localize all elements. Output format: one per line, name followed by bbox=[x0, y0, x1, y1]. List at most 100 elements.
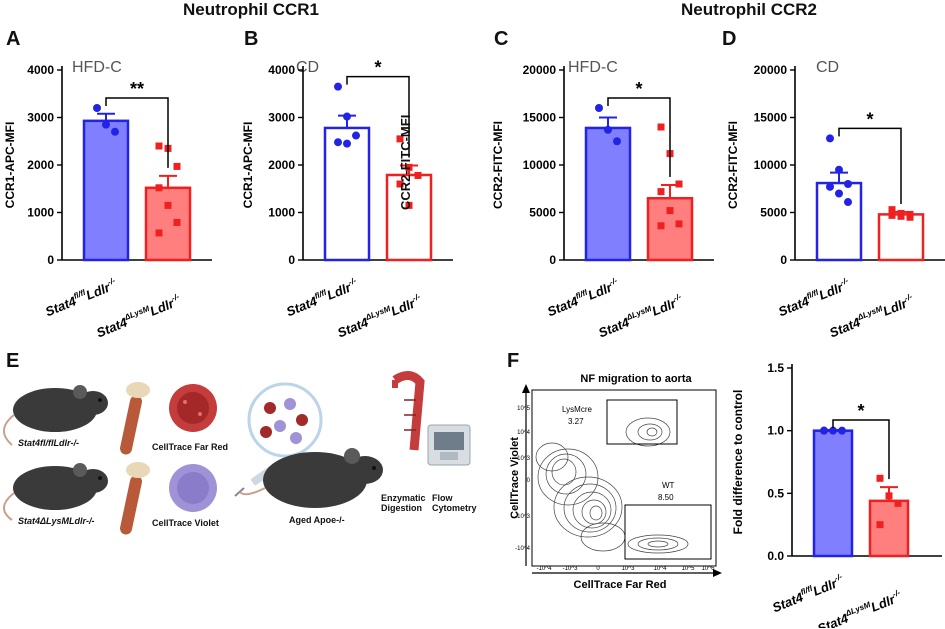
data-point bbox=[894, 499, 902, 507]
step1-label: Enzymatic Digestion bbox=[381, 493, 426, 513]
panel-letter-a: A bbox=[6, 28, 21, 50]
data-point bbox=[343, 112, 351, 121]
y-tick-label: 15000 bbox=[754, 111, 788, 125]
flow-title: NF migration to aorta bbox=[580, 373, 692, 385]
data-point bbox=[396, 135, 404, 143]
flow-x-tick-label: 10^3 bbox=[622, 566, 635, 572]
data-point bbox=[352, 131, 360, 140]
significance-bracket bbox=[607, 97, 671, 177]
y-tick-label: 1000 bbox=[268, 206, 295, 220]
flow-x-arrowhead bbox=[713, 569, 722, 577]
category-label-control: Stat4fl/flLdlr-/- bbox=[284, 276, 361, 319]
flow-xlabel: CellTrace Far Red bbox=[574, 579, 667, 591]
bar-knockout bbox=[646, 197, 694, 262]
data-point bbox=[876, 474, 884, 482]
chart-panel-c: HFD-C 0 5000 10000 15000 20000 CCR2-FITC-MFI * S… bbox=[491, 59, 714, 341]
significance-label: * bbox=[866, 109, 873, 129]
data-point bbox=[835, 189, 843, 198]
data-point bbox=[334, 138, 342, 147]
significance-label: * bbox=[374, 58, 381, 78]
chart-subtitle: HFD-C bbox=[72, 59, 122, 76]
dye2-label: CellTrace Violet bbox=[152, 518, 219, 528]
flow-x-tick-label: 10^5 bbox=[682, 566, 695, 572]
flow-x-ticks: -10^4 -10^3 0 10^3 10^4 10^5 10^6 bbox=[537, 566, 715, 572]
y-tick-label: 10000 bbox=[523, 158, 557, 172]
data-point bbox=[595, 104, 603, 112]
flow-y-tick-label: 10^5 bbox=[517, 406, 530, 412]
y-tick-label: 1000 bbox=[27, 206, 54, 220]
step2-label: Flow Cytometry bbox=[432, 493, 477, 513]
category-label-control: Stat4fl/flLdlr-/- bbox=[545, 276, 622, 319]
data-point bbox=[838, 426, 846, 435]
data-point bbox=[155, 184, 163, 192]
bar-control bbox=[812, 429, 854, 558]
y-axis-label: CCR2-FITC-MFI bbox=[726, 121, 740, 209]
panel-letter-e: E bbox=[6, 350, 20, 372]
y-tick-label: 5000 bbox=[760, 206, 787, 220]
significance-bracket bbox=[832, 419, 890, 480]
flow-x-tick-label: 10^4 bbox=[654, 566, 667, 572]
schematic-illustration bbox=[3, 371, 471, 535]
y-axis-label: Fold difference to control bbox=[731, 390, 745, 535]
y-tick-label: 3000 bbox=[268, 111, 295, 125]
y-tick-label: 2000 bbox=[268, 158, 295, 172]
significance-bracket bbox=[105, 97, 169, 168]
y-tick-label: 10000 bbox=[754, 158, 788, 172]
data-point bbox=[164, 201, 172, 209]
category-label-knockout: Stat4ΔLysMLdlr-/- bbox=[827, 292, 917, 341]
data-point bbox=[826, 134, 834, 143]
data-point bbox=[604, 125, 612, 134]
flow-x-tick-label: 0 bbox=[596, 566, 600, 572]
data-point bbox=[334, 82, 342, 91]
category-label-control: Stat4fl/flLdlr-/- bbox=[776, 276, 853, 319]
panel-letter-f: F bbox=[507, 350, 520, 372]
flow-y-tick-label: -10^4 bbox=[515, 546, 530, 552]
chart-subtitle: CD bbox=[296, 59, 319, 76]
mouse2-label: Stat4ΔLysMLdlr-/- bbox=[18, 516, 95, 526]
data-point bbox=[396, 180, 404, 188]
y-tick-label: 0.0 bbox=[767, 549, 784, 563]
data-point bbox=[675, 220, 683, 228]
gate1-value: 3.27 bbox=[568, 417, 584, 426]
data-point bbox=[405, 163, 413, 171]
data-point bbox=[675, 180, 683, 188]
ccr2-section-title: Neutrophil CCR2 bbox=[681, 0, 817, 19]
significance-bracket bbox=[838, 127, 902, 205]
mouse-stat4-lysm-icon bbox=[3, 463, 108, 521]
data-point bbox=[173, 218, 181, 226]
y-tick-label: 0 bbox=[47, 253, 54, 267]
category-label-control: Stat4fl/flLdlr-/- bbox=[43, 276, 120, 319]
significance-label: * bbox=[857, 401, 864, 421]
panel-letter-d: D bbox=[722, 28, 737, 50]
data-point bbox=[876, 521, 884, 529]
flow-y-ticks: 10^5 10^4 10^3 0 -10^3 -10^4 bbox=[515, 406, 530, 552]
data-point bbox=[826, 182, 834, 191]
flow-contours bbox=[535, 417, 689, 554]
y-tick-label: 4000 bbox=[27, 63, 54, 77]
y-tick-label: 0 bbox=[549, 253, 556, 267]
data-point bbox=[173, 162, 181, 170]
category-label-control: Stat4fl/flLdlr-/- bbox=[770, 572, 847, 615]
mouse-aged-apoe-icon bbox=[239, 448, 383, 508]
data-point bbox=[343, 139, 351, 148]
chart-subtitle: HFD-C bbox=[568, 59, 618, 76]
y-tick-label: 20000 bbox=[523, 63, 557, 77]
flow-y-tick-label: 0 bbox=[527, 478, 531, 484]
y-tick-label: 1.0 bbox=[767, 424, 784, 438]
flow-y-tick-label: 10^4 bbox=[517, 430, 530, 436]
data-point bbox=[835, 165, 843, 174]
chart-panel-b: CD 0 1000 2000 3000 4000 CCR1-APC-MFI * Stat4fl/… bbox=[241, 58, 453, 340]
y-tick-label: 4000 bbox=[268, 63, 295, 77]
y-tick-label: 1.5 bbox=[767, 361, 784, 375]
data-point bbox=[897, 212, 905, 220]
chart-panel-a: HFD-C 0 1000 2000 3000 4000 CCR1-APC-MFI ** Stat… bbox=[3, 59, 212, 340]
y-tick-label: 3000 bbox=[27, 111, 54, 125]
bar-knockout bbox=[144, 186, 192, 262]
data-point bbox=[102, 120, 110, 129]
flow-plot-frame bbox=[531, 389, 717, 567]
significance-bracket bbox=[346, 75, 410, 158]
category-label-knockout: Stat4ΔLysMLdlr-/- bbox=[596, 292, 686, 341]
data-point bbox=[657, 188, 665, 196]
y-tick-label: 2000 bbox=[27, 158, 54, 172]
data-point bbox=[820, 426, 828, 435]
